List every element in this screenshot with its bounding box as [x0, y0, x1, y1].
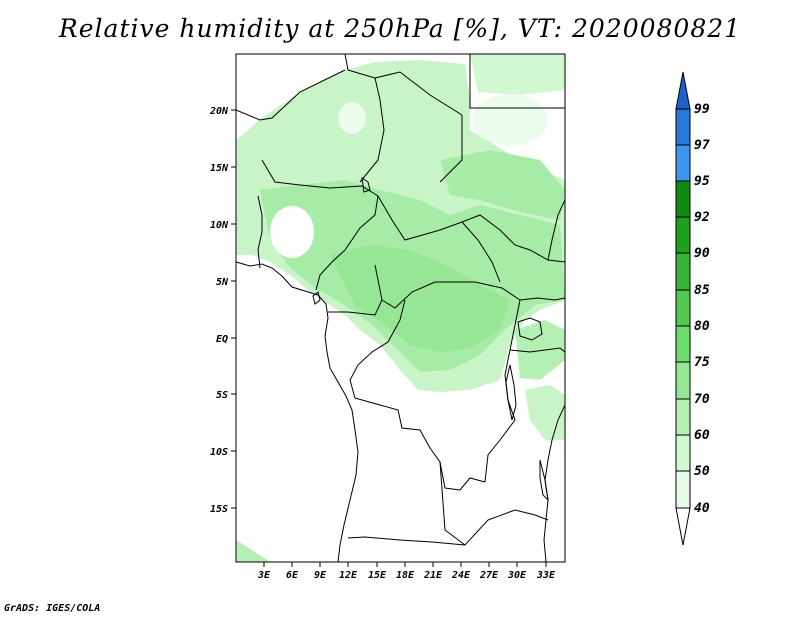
humidity-field: [236, 54, 565, 562]
humidity-region-east-coast: [525, 385, 565, 440]
lon-tick-label: 9E: [314, 570, 327, 581]
lat-tick-label: 15N: [210, 163, 229, 174]
lon-tick-label: 30E: [507, 570, 527, 581]
border-drc-angola: [354, 397, 486, 491]
grads-credit: GrADS: IGES/COLA: [4, 603, 101, 614]
lon-tick-label: 6E: [286, 570, 299, 581]
lake-victoria-outline: [517, 317, 543, 341]
lon-tick-label: 18E: [396, 570, 415, 581]
lat-tick-label: 10S: [210, 447, 228, 458]
border-nigeria-cameroon: [315, 195, 379, 291]
lat-tick-label: 5N: [216, 277, 229, 288]
colorbar-band: [675, 470, 691, 509]
border-libya-chad-sudan: [374, 71, 463, 183]
lon-tick-label: 12E: [339, 570, 358, 581]
border-egypt-sudan: [469, 54, 565, 109]
border-tanzania: [509, 347, 565, 353]
border-cameroon-gabon: [328, 299, 383, 316]
lat-tick-label: 20N: [209, 106, 229, 117]
border-chad-car: [377, 195, 501, 283]
humidity-region-ne-corner: [470, 54, 565, 95]
colorbar-label: 80: [694, 319, 710, 334]
colorbar-band: [675, 216, 691, 254]
border-drc-west: [349, 299, 406, 399]
gulf-of-guinea-islands: [312, 291, 321, 305]
colorbar-label: 40: [694, 501, 710, 516]
lat-tick-label: 5S: [216, 390, 228, 401]
colorbar-band: [675, 289, 691, 327]
colorbar-band: [675, 108, 691, 146]
map-frame: [235, 53, 566, 563]
lat-tick-label: 15S: [210, 504, 228, 515]
lon-tick-label: 15E: [368, 570, 387, 581]
colorbar-label: 99: [694, 102, 710, 117]
colorbar-label: 50: [694, 464, 710, 479]
lat-tick-label: 10N: [210, 220, 229, 231]
latitude-axis: 20N 15N 10N 5N EQ 5S 10S 15S: [209, 106, 236, 515]
colorbar-band: [675, 434, 691, 472]
humidity-region-north-east: [440, 150, 565, 220]
colorbar-band: [675, 325, 691, 363]
coastline-west-africa: [236, 261, 359, 562]
humidity-region-south-corner: [236, 540, 270, 562]
colorbar-arrow-top: [675, 71, 691, 110]
colorbar-label: 85: [694, 283, 710, 298]
colorbar-label: 60: [694, 428, 710, 443]
border-zambia: [439, 461, 549, 546]
lon-tick-label: 24E: [451, 570, 471, 581]
colorbar-label: 75: [694, 355, 710, 370]
lon-tick-label: 3E: [257, 570, 271, 581]
lake-chad-outline: [361, 176, 371, 193]
border-libya-algeria-niger: [344, 54, 385, 183]
colorbar-band: [675, 252, 691, 291]
lon-tick-label: 21E: [423, 570, 443, 581]
lon-tick-label: 27E: [479, 570, 499, 581]
colorbar: 99 97 95 92 90 85 80 75 70 60 50 40: [675, 71, 710, 546]
humidity-region-congo-core: [330, 245, 510, 352]
humidity-dry-patch-west: [270, 206, 314, 258]
colorbar-arrow-bottom: [675, 507, 691, 546]
colorbar-label: 70: [694, 392, 710, 407]
lake-malawi-outline: [539, 459, 549, 502]
longitude-axis: 3E 6E 9E 12E 15E 18E 21E 24E 27E 30E 33E: [257, 562, 556, 581]
humidity-dry-patch-northeast: [472, 94, 548, 146]
colorbar-band: [675, 144, 691, 182]
colorbar-label: 95: [694, 174, 710, 189]
lake-tanganyika-outline: [505, 364, 517, 421]
map-title: Relative humidity at 250hPa [%], VT: 202…: [58, 14, 742, 43]
humidity-dry-patch-sahara: [338, 102, 366, 134]
border-burkina-mali: [236, 69, 346, 121]
colorbar-label: 97: [694, 138, 710, 153]
border-angola-namibia: [347, 536, 466, 546]
colorbar-label: 90: [694, 246, 710, 261]
lat-tick-label: EQ: [216, 334, 228, 345]
humidity-region-lake-victoria: [515, 320, 565, 380]
lon-tick-label: 33E: [536, 570, 556, 581]
colorbar-band: [675, 361, 691, 400]
colorbar-label: 92: [694, 210, 710, 225]
country-borders: [236, 54, 565, 562]
border-benin-togo: [257, 195, 263, 269]
border-niger-nigeria: [261, 159, 379, 197]
colorbar-band: [675, 180, 691, 218]
border-sudan-ethiopia: [547, 199, 565, 261]
colorbar-band: [675, 398, 691, 436]
border-car-congo: [374, 264, 521, 309]
border-uganda-kenya: [519, 297, 565, 301]
